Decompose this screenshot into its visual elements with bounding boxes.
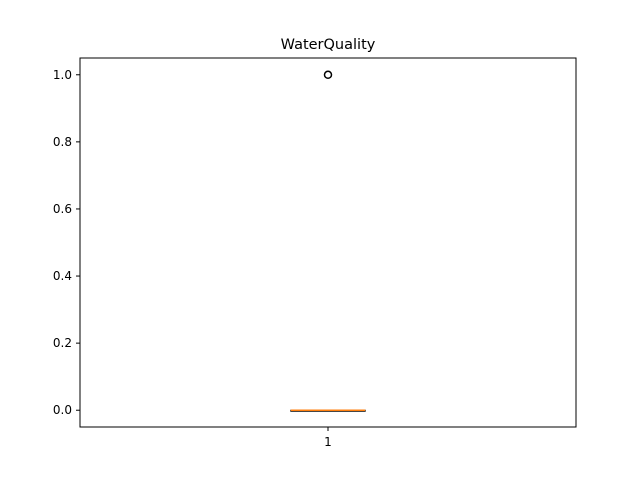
x-tick-label: 1: [324, 435, 332, 449]
chart-title: WaterQuality: [281, 37, 376, 53]
y-tick-label: 0.6: [53, 202, 72, 216]
boxes-layer: [290, 70, 366, 412]
y-tick-label: 0.8: [53, 135, 72, 149]
y-tick-label: 0.4: [53, 269, 72, 283]
y-tick-label: 0.0: [53, 403, 72, 417]
x-axis: 1: [324, 427, 332, 449]
y-axis: 0.0 0.2 0.4 0.6 0.8 1.0: [53, 68, 80, 417]
y-tick-label: 0.2: [53, 336, 72, 350]
y-tick-label: 1.0: [53, 68, 72, 82]
plot-area-frame: [79, 57, 577, 428]
outlier-point: [323, 70, 333, 80]
